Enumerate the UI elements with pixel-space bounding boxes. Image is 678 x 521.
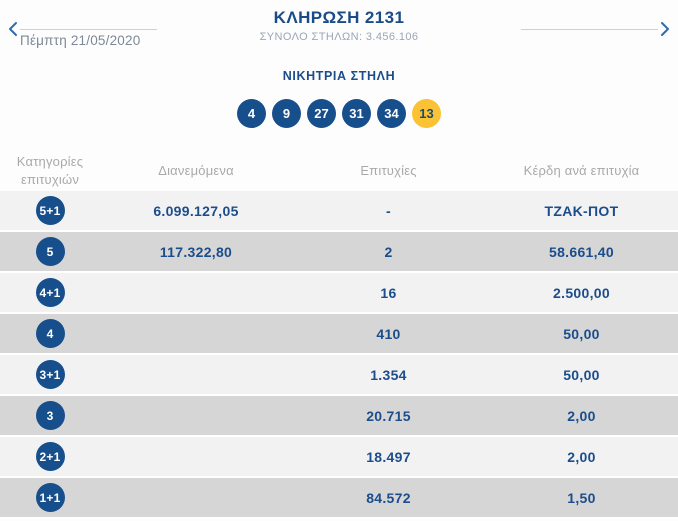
winning-numbers: 4 9 27 31 34 13 [0, 99, 678, 128]
table-row: 4+1 16 2.500,00 [0, 273, 678, 314]
wins-value: 410 [376, 325, 401, 342]
column-header-prize: Κέρδη ανά επιτυχία [523, 163, 640, 178]
winning-number: 34 [377, 99, 406, 128]
distributed-value: 117.322,80 [159, 243, 233, 260]
table-row: 5 117.322,80 2 58.661,40 [0, 232, 678, 273]
wins-value: 84.572 [366, 489, 411, 506]
draw-title: ΚΛΗΡΩΣΗ 2131 [273, 8, 405, 27]
prize-value: 2,00 [567, 448, 596, 465]
header-divider-left [20, 29, 157, 30]
winning-number: 27 [307, 99, 336, 128]
wins-value: 2 [384, 243, 393, 260]
category-badge: 4 [35, 319, 65, 348]
draw-date: Πέμπτη 21/05/2020 [20, 33, 141, 48]
category-badge: 5+1 [35, 196, 65, 225]
winning-number: 4 [237, 99, 266, 128]
wins-value: 20.715 [366, 407, 411, 424]
category-badge: 1+1 [35, 483, 65, 512]
results-table: 5+1 6.099.127,05 - ΤΖΑΚ-ΠΟΤ 5 117.322,80… [0, 191, 678, 519]
joker-number: 13 [412, 99, 441, 128]
header-divider-right [521, 29, 658, 30]
column-header-distributed: Διανεμόμενα [158, 163, 234, 178]
prize-value: 50,00 [563, 366, 600, 383]
prize-value: ΤΖΑΚ-ΠΟΤ [544, 202, 619, 219]
table-row: 3+1 1.354 50,00 [0, 355, 678, 396]
prize-value: 2,00 [567, 407, 596, 424]
table-header-row: Κατηγορίες επιτυχιών Διανεμόμενα Επιτυχί… [0, 150, 678, 191]
winning-number: 31 [342, 99, 371, 128]
wins-value: 16 [380, 284, 397, 301]
winning-number: 9 [272, 99, 301, 128]
category-badge: 3 [35, 401, 65, 430]
category-badge: 5 [35, 237, 65, 266]
table-row: 1+1 84.572 1,50 [0, 478, 678, 519]
table-row: 5+1 6.099.127,05 - ΤΖΑΚ-ΠΟΤ [0, 191, 678, 232]
prize-value: 58.661,40 [549, 243, 614, 260]
category-badge: 4+1 [35, 278, 65, 307]
prize-value: 50,00 [563, 325, 600, 342]
wins-value: 1.354 [370, 366, 407, 383]
distributed-value: 6.099.127,05 [153, 202, 239, 219]
prize-value: 1,50 [567, 489, 596, 506]
category-badge: 2+1 [35, 442, 65, 471]
table-row: 3 20.715 2,00 [0, 396, 678, 437]
table-row: 2+1 18.497 2,00 [0, 437, 678, 478]
prize-value: 2.500,00 [553, 284, 610, 301]
column-header-wins: Επιτυχίες [360, 163, 417, 178]
prev-draw-arrow-icon[interactable] [7, 21, 19, 37]
table-row: 4 410 50,00 [0, 314, 678, 355]
wins-value: - [386, 202, 391, 219]
draw-total-columns: ΣΥΝΟΛΟ ΣΤΗΛΩΝ: 3.456.106 [259, 31, 419, 43]
category-badge: 3+1 [35, 360, 65, 389]
next-draw-arrow-icon[interactable] [659, 21, 671, 37]
winning-column-label: ΝΙΚΗΤΡΙΑ ΣΤΗΛΗ [282, 69, 396, 83]
column-header-categories: Κατηγορίες επιτυχιών [16, 153, 84, 187]
wins-value: 18.497 [366, 448, 411, 465]
